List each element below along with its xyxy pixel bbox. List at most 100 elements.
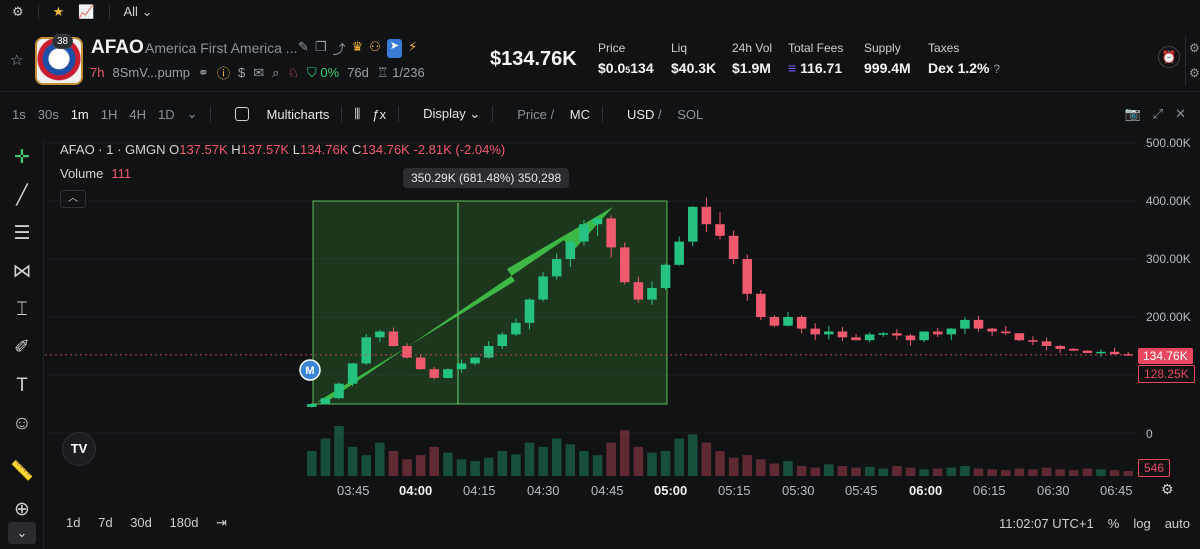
volume-bar <box>320 438 331 476</box>
pattern-icon[interactable]: ⋈ <box>12 261 32 282</box>
interval-1d[interactable]: 1D <box>158 106 175 122</box>
bolt-icon[interactable]: ⚡ <box>408 39 418 54</box>
volume-bars <box>307 426 1133 476</box>
divider <box>108 5 110 19</box>
interval-more-chevron-icon[interactable]: ⌄ <box>186 106 198 121</box>
edit-icon[interactable]: ✎ <box>298 39 309 54</box>
favorite-star-icon[interactable]: ☆ <box>10 52 24 69</box>
chart-icon[interactable]: 📈 <box>78 4 95 19</box>
price-chart[interactable]: M <box>45 131 1200 511</box>
volume-bar <box>1082 468 1093 476</box>
currency-toggle[interactable]: USD / SOL <box>626 106 704 122</box>
alarm-icon[interactable]: ⏰ <box>1158 46 1180 68</box>
range-1d[interactable]: 1d <box>66 515 81 530</box>
chart-settings-gear-icon[interactable]: ⚙ <box>1161 481 1174 497</box>
settings-icon[interactable]: ⚙ <box>12 4 24 19</box>
text-icon[interactable]: T <box>16 375 28 396</box>
volume-bar <box>1123 471 1133 476</box>
range-180d[interactable]: 180d <box>169 515 199 530</box>
emoji-icon[interactable]: ☺ <box>12 413 32 434</box>
camera-icon[interactable]: 📷 <box>1124 106 1141 121</box>
candles <box>307 197 1133 408</box>
candle-body <box>756 293 766 317</box>
candle-body <box>960 319 970 329</box>
measure-tooltip: 350.29K (681.48%) 350,298 <box>403 168 570 188</box>
fullscreen-icon[interactable]: ⤢ <box>1152 106 1164 121</box>
stat-taxes-value: Dex 1.2% <box>928 60 990 76</box>
divider <box>341 106 343 122</box>
candle-body <box>470 357 480 364</box>
volume-bar <box>470 461 480 476</box>
log-toggle[interactable]: log <box>1133 515 1151 531</box>
token-address[interactable]: 8SmV...pump <box>112 65 191 80</box>
share-icon[interactable]: ⤴ <box>332 42 346 57</box>
volume-bar <box>688 434 698 476</box>
interval-30s[interactable]: 30s <box>37 106 59 122</box>
star-icon[interactable]: ★ <box>52 4 65 19</box>
y-tick: 0 <box>1146 427 1153 441</box>
candle-body <box>769 317 780 326</box>
x-tick: 05:30 <box>782 483 815 498</box>
close-label: C <box>352 142 362 157</box>
interval-4h[interactable]: 4H <box>129 106 147 122</box>
close-value: 134.76K <box>361 142 410 157</box>
help-icon[interactable]: ? <box>993 62 1001 76</box>
date-range-icon[interactable]: ⇥ <box>216 515 227 530</box>
volume-bar <box>456 459 467 476</box>
range-7d[interactable]: 7d <box>98 515 113 530</box>
current-price-tag: 134.76K <box>1138 348 1193 364</box>
token-age: 7h <box>90 65 105 80</box>
candle-body <box>647 288 657 300</box>
volume-bar <box>1041 467 1052 476</box>
stat-vol: 24h Vol $1.9M <box>732 41 772 76</box>
copy-icon[interactable]: ❐ <box>314 39 327 54</box>
side-panel-icons[interactable]: ⚙ ⚙ <box>1185 36 1200 86</box>
crosshair-icon[interactable]: ✛ <box>14 147 30 168</box>
fib-lines-icon[interactable]: ☰ <box>13 223 31 244</box>
candle-body <box>388 331 399 346</box>
volume-bar <box>375 442 385 476</box>
tradingview-logo[interactable]: TV <box>62 432 96 466</box>
volume-bar <box>919 469 929 476</box>
stat-fees: Total Fees ≡ 116.71 <box>788 41 843 76</box>
indicators-icon[interactable]: ƒx <box>372 106 387 122</box>
brush-icon[interactable]: ✐ <box>14 337 30 358</box>
candle-body <box>742 259 752 294</box>
multicharts-toggle[interactable]: Multicharts <box>223 106 329 122</box>
close-icon[interactable]: ✕ <box>1175 106 1186 121</box>
auto-toggle[interactable]: auto <box>1164 515 1190 531</box>
checkbox-icon <box>234 106 249 121</box>
volume-bar <box>1096 469 1106 476</box>
percent-toggle[interactable]: % <box>1107 515 1120 531</box>
collapse-legend-button[interactable]: ︿ <box>60 190 86 208</box>
telegram-icon[interactable]: ➤ <box>386 39 403 58</box>
token-action-icons: ✎ ❐ ⤴ ♛ ⚇ ➤ ⚡ <box>298 39 417 58</box>
interval-1m[interactable]: 1m <box>70 106 89 122</box>
ratio-text: 1/236 <box>392 64 425 80</box>
zoom-in-icon[interactable]: ⊕ <box>14 499 30 520</box>
interval-1h[interactable]: 1H <box>100 106 118 122</box>
stat-taxes-label: Taxes <box>928 41 960 55</box>
filter-dropdown[interactable]: All ⌄ <box>123 4 153 19</box>
stat-supply-value: 999.4M <box>864 60 911 76</box>
candle-type-icon[interactable]: ⫼ <box>354 106 361 121</box>
measure-icon[interactable]: ⌶ <box>16 299 28 320</box>
stat-fees-value: 116.71 <box>800 60 843 76</box>
display-dropdown[interactable]: Display ⌄ <box>423 106 481 121</box>
migration-marker <box>299 359 321 381</box>
range-30d[interactable]: 30d <box>130 515 152 530</box>
trend-line-icon[interactable]: ╱ <box>16 185 28 206</box>
trophy-icon[interactable]: ♛ <box>351 39 364 54</box>
search-icon[interactable]: ⌕ <box>272 64 280 80</box>
range-buttons: 1d 7d 30d 180d ⇥ <box>52 515 227 531</box>
price-mc-toggle[interactable]: Price / MC <box>517 106 590 122</box>
open-label: O <box>169 142 180 157</box>
ruler-icon[interactable]: 📏 <box>10 461 34 482</box>
collapse-panel-chevron-icon[interactable]: ⌄ <box>8 522 36 544</box>
chat-icon[interactable]: ✉ <box>253 64 265 80</box>
community-icon[interactable]: ⚇ <box>369 39 381 54</box>
y-tick: 500.00K <box>1146 136 1191 150</box>
interval-1s[interactable]: 1s <box>12 106 26 122</box>
candle-body <box>1055 346 1065 349</box>
clock-time[interactable]: 11:02:07 UTC+1 <box>998 515 1094 531</box>
